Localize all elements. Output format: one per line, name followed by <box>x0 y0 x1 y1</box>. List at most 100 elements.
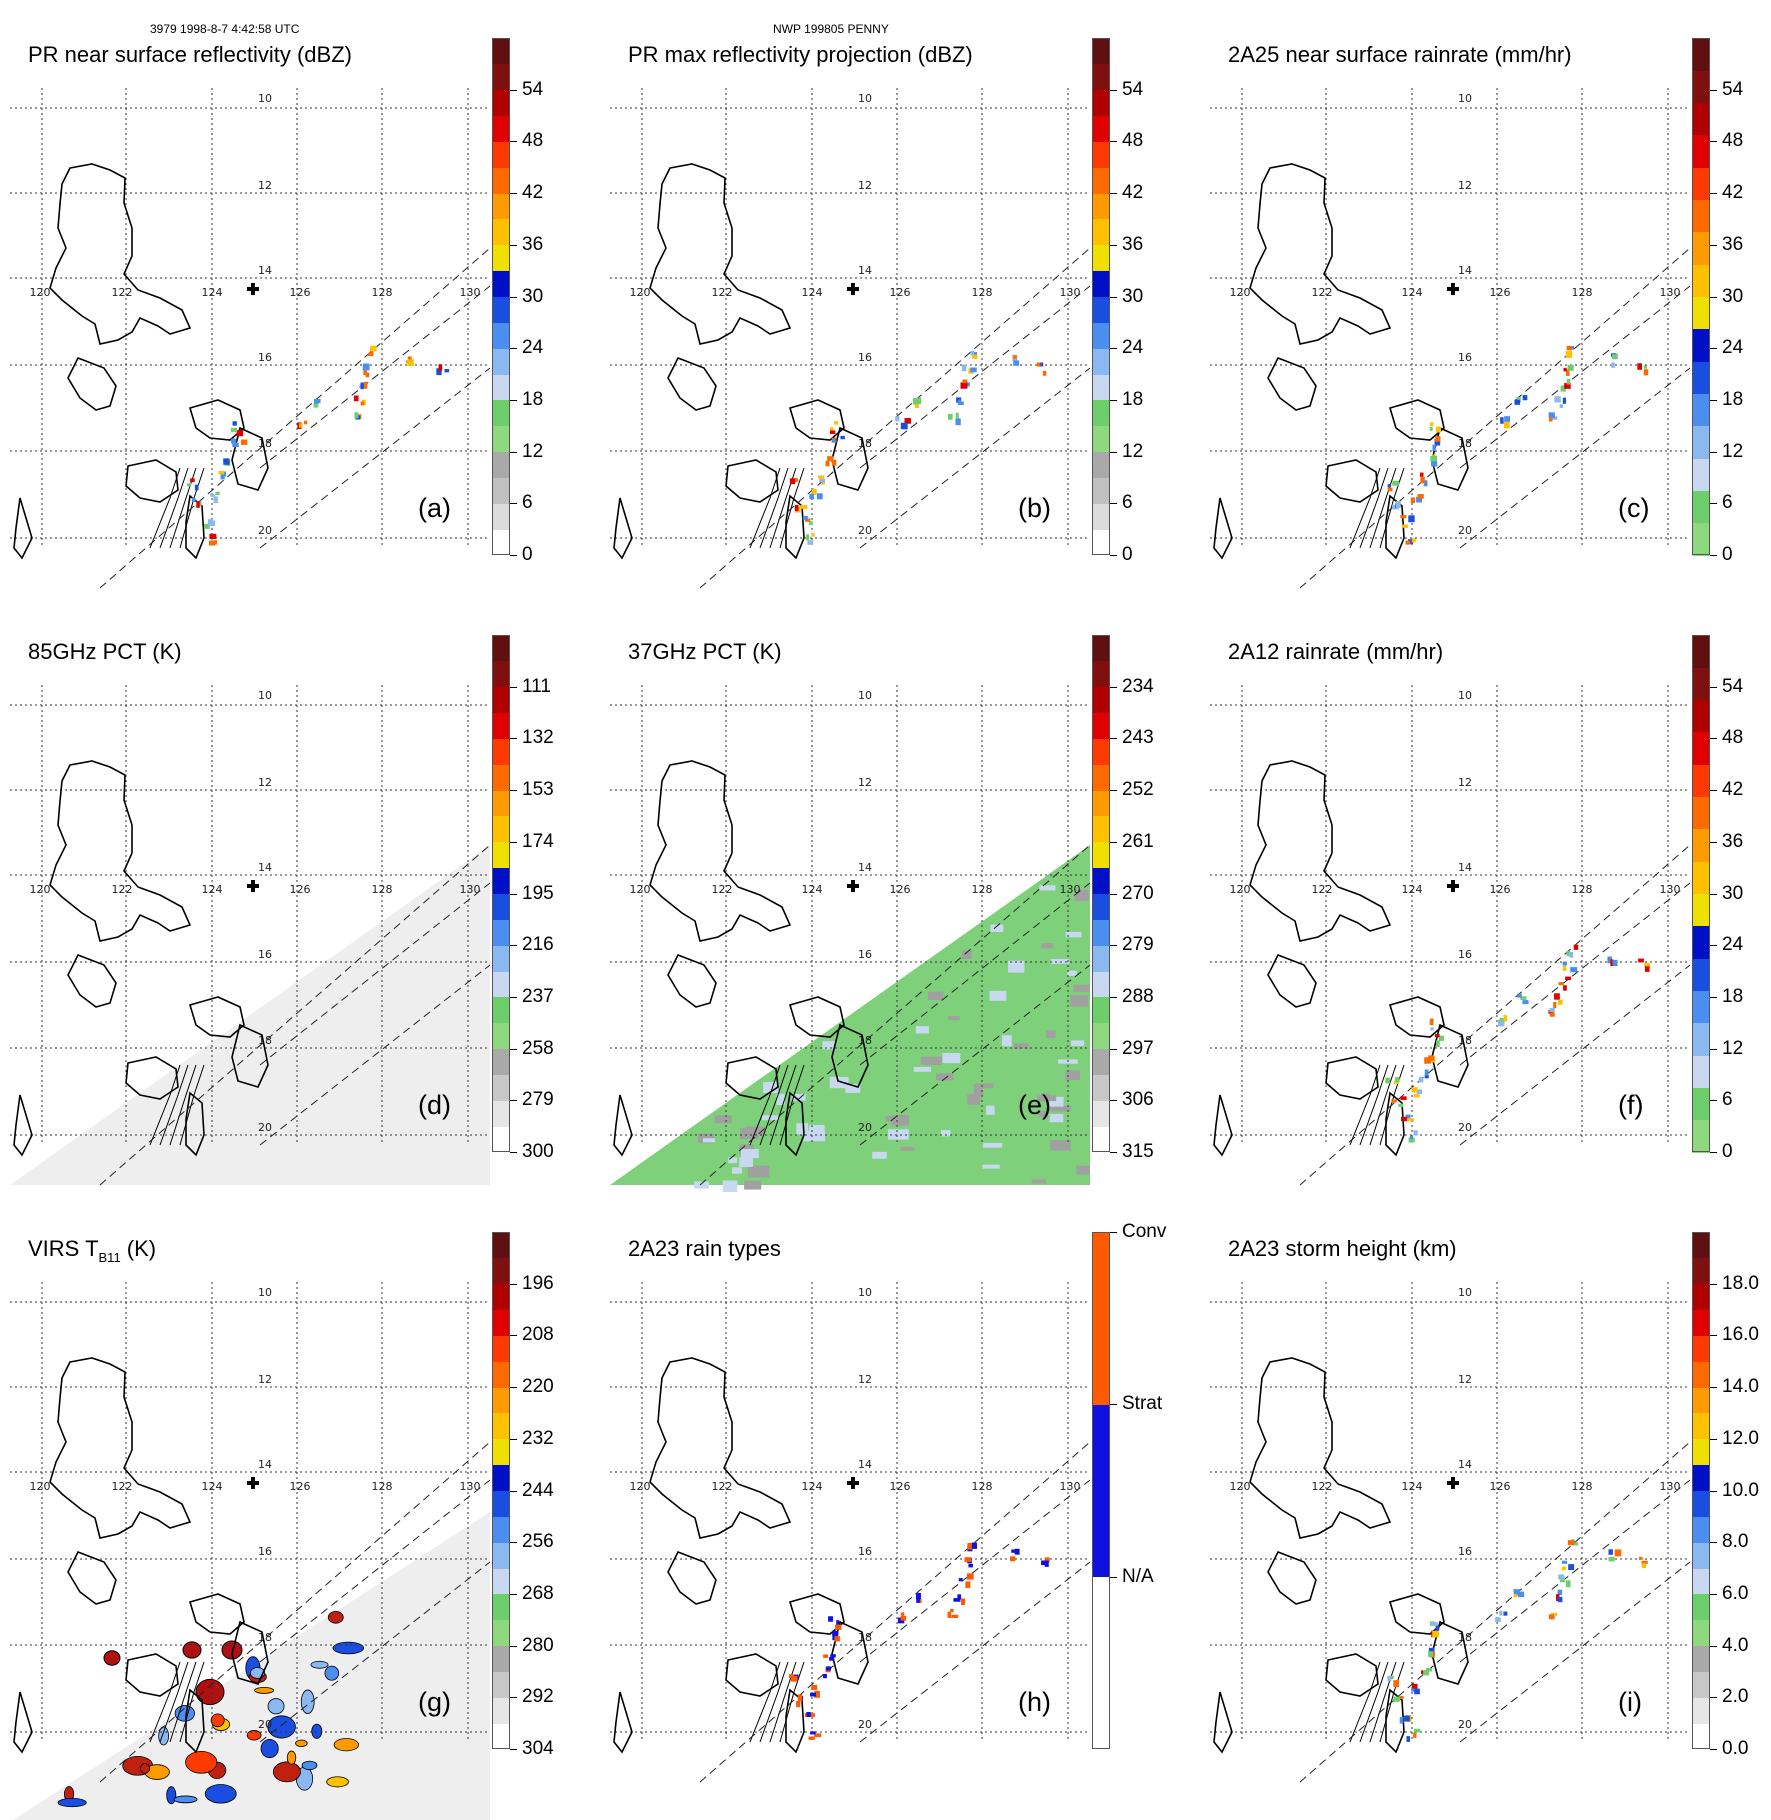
pct-pixel <box>714 1115 732 1124</box>
longitude-label: 128 <box>1572 286 1593 299</box>
colorbar-label: 18 <box>1722 985 1744 1007</box>
rain-pixel <box>1503 1014 1508 1022</box>
rain-pixel <box>790 1675 798 1682</box>
island-contour <box>1359 467 1389 549</box>
rain-pixel <box>895 416 900 422</box>
rain-pixel <box>832 438 836 443</box>
longitude-label: 120 <box>30 286 51 299</box>
coastline <box>1213 497 1233 560</box>
rain-pixel <box>826 1666 832 1671</box>
colorbar-segment <box>492 399 510 427</box>
longitude-label: 130 <box>460 286 481 299</box>
rain-pixel <box>1522 395 1528 401</box>
colorbar-segment <box>492 89 510 117</box>
colorbar-segment <box>1692 699 1710 733</box>
latitude-label: 12 <box>858 179 872 192</box>
header-storm-name: NWP 199805 PENNY <box>773 22 889 36</box>
colorbar-segment <box>492 1697 510 1724</box>
coastline <box>49 163 192 345</box>
latitude-label: 16 <box>1458 948 1472 961</box>
latitude-label: 10 <box>258 1286 272 1299</box>
colorbar-segment <box>492 322 510 349</box>
colorbar-tick <box>510 348 517 350</box>
storm-center-marker <box>847 1477 859 1489</box>
latitude-label: 12 <box>1458 179 1472 192</box>
coastline <box>189 996 245 1038</box>
colorbar-tick <box>510 1283 517 1285</box>
coastline <box>613 1094 633 1157</box>
colorbar-segment <box>1692 70 1710 104</box>
colorbar-segment <box>492 764 510 791</box>
cloud-cell <box>260 1738 279 1759</box>
pct-pixel <box>809 1124 825 1136</box>
rain-pixel <box>1399 1717 1404 1724</box>
island-contour <box>749 467 781 549</box>
colorbar-label: 12 <box>1722 1037 1744 1059</box>
latitude-label: 20 <box>258 1718 272 1731</box>
rain-pixel <box>1567 1540 1575 1546</box>
rain-pixel <box>190 478 195 483</box>
colorbar-segment <box>1092 218 1110 246</box>
coastline <box>185 1688 205 1754</box>
colorbar-segment <box>492 1257 510 1285</box>
island-contour <box>759 1064 789 1146</box>
cloud-cell <box>272 1761 301 1783</box>
pct-pixel <box>1045 1030 1056 1039</box>
colorbar-label: 12 <box>1122 440 1144 462</box>
colorbar-label: 258 <box>522 1037 554 1059</box>
rain-pixel <box>1573 1542 1579 1546</box>
colorbar-segment <box>492 1619 510 1647</box>
rain-pixel <box>1517 1591 1525 1598</box>
colorbar-segment <box>1692 361 1710 394</box>
coastline <box>185 494 205 560</box>
coastline <box>125 1653 179 1697</box>
coastline <box>189 1593 245 1635</box>
longitude-label: 130 <box>1060 286 1081 299</box>
latitude-label: 10 <box>258 689 272 702</box>
colorbar-label: 268 <box>522 1582 554 1604</box>
pct-pixel <box>796 1123 809 1135</box>
longitude-label: 128 <box>372 883 393 896</box>
colorbar-tick <box>1710 1387 1717 1389</box>
longitude-label: 124 <box>802 883 823 896</box>
latitude-label: 12 <box>1458 776 1472 789</box>
rain-pixel <box>298 423 303 428</box>
pct-pixel <box>975 1083 994 1089</box>
rain-pixel <box>436 368 442 376</box>
colorbar-label: 132 <box>522 727 554 749</box>
island-contour <box>179 1661 205 1743</box>
coastline <box>1267 1550 1317 1605</box>
rain-pixel <box>210 493 215 497</box>
island-contour <box>769 1064 797 1146</box>
panel-title: 2A23 rain types <box>628 1236 781 1262</box>
pct-pixel <box>1073 984 1090 992</box>
island-contour <box>769 1661 797 1743</box>
rain-pixel <box>947 414 953 420</box>
longitude-label: 124 <box>202 1480 223 1493</box>
colorbar-tick <box>510 1542 517 1544</box>
cloud-cell <box>326 1776 349 1788</box>
rain-pixel <box>1418 1076 1424 1083</box>
colorbar-tick <box>1710 1438 1717 1440</box>
colorbar-label: 0 <box>522 544 533 565</box>
colorbar-segment <box>1092 996 1110 1024</box>
pct-pixel <box>927 991 944 1001</box>
colorbar-label: 30 <box>1722 285 1744 307</box>
colorbar-label: 30 <box>522 285 544 307</box>
island-contour <box>149 467 181 549</box>
latitude-label: 10 <box>858 92 872 105</box>
longitude-label: 124 <box>1402 883 1423 896</box>
latitude-label: 20 <box>1458 524 1472 537</box>
island-contour <box>779 467 805 549</box>
rain-pixel <box>315 399 321 404</box>
colorbar-segment <box>1092 1074 1110 1101</box>
panel-letter: (c) <box>1618 493 1650 523</box>
pct-pixel <box>1071 1040 1085 1047</box>
coastline <box>667 1550 717 1605</box>
colorbar-segment <box>1092 841 1110 869</box>
colorbar-frame <box>492 1232 510 1749</box>
colorbar-segment <box>492 815 510 843</box>
panel-title: 2A23 storm height (km) <box>1228 1236 1457 1262</box>
rain-pixel <box>1560 385 1566 392</box>
pr-swath-edge <box>1459 882 1690 1066</box>
